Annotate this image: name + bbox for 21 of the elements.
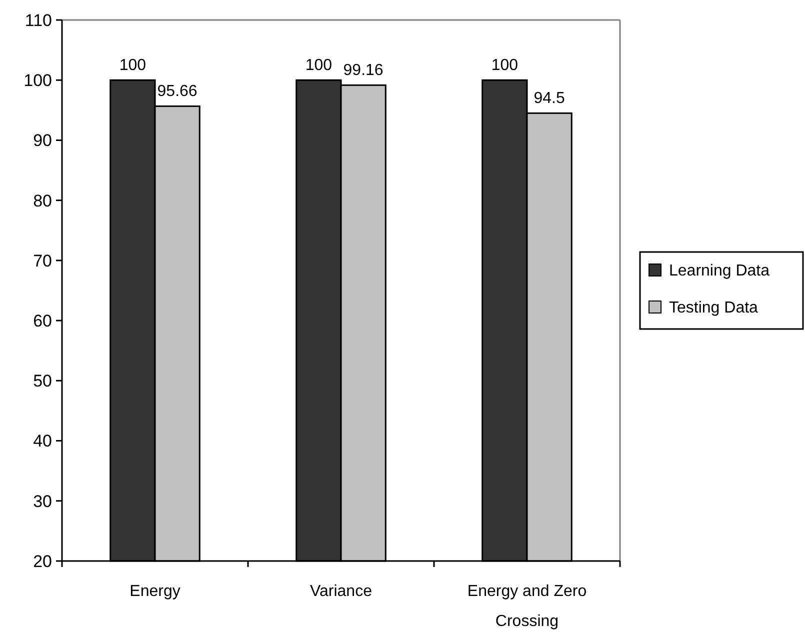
y-tick-label: 60	[33, 312, 52, 331]
data-label: 95.66	[157, 83, 198, 100]
y-tick-label: 50	[33, 372, 52, 391]
y-tick-label: 100	[24, 71, 52, 90]
legend-label: Learning Data	[669, 262, 770, 280]
y-tick-label: 110	[24, 10, 52, 30]
data-label: 100	[119, 57, 146, 74]
data-label: 99.16	[343, 62, 384, 80]
data-label: 100	[305, 57, 332, 74]
y-tick-label: 30	[33, 492, 52, 511]
y-tick-label: 40	[33, 432, 52, 451]
legend-label: Testing Data	[669, 300, 758, 317]
y-tick-label: 80	[33, 191, 52, 210]
y-tick-label: 90	[33, 131, 52, 150]
y-tick-label: 20	[33, 552, 52, 571]
y-tick-label: 70	[33, 251, 52, 270]
x-tick-label: Energy	[130, 583, 180, 600]
x-tick-label: Energy and Zero Crossing	[467, 583, 587, 630]
x-tick-label: Variance	[310, 583, 372, 600]
data-label: 94.5	[534, 90, 565, 108]
data-label: 100	[491, 57, 518, 74]
